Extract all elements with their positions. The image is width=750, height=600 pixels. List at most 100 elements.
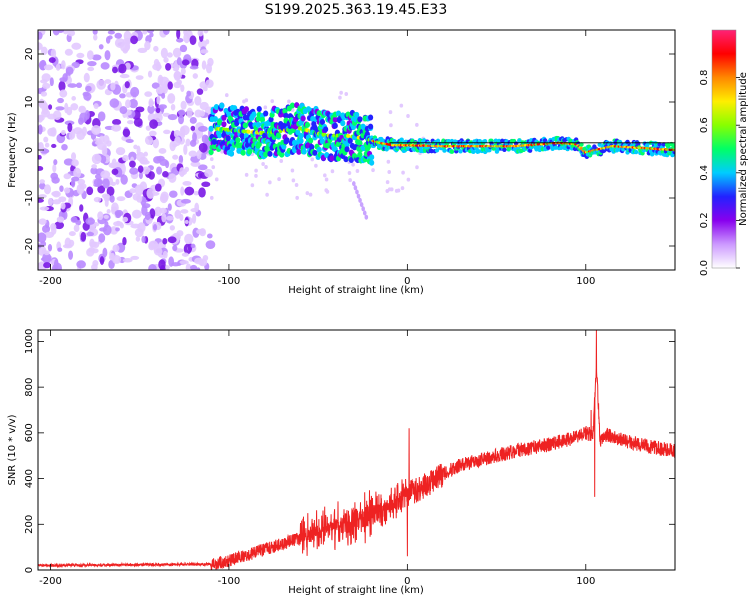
noise-cell (148, 130, 157, 137)
noise-cell (268, 180, 272, 185)
y-tick-label: 0 (24, 567, 35, 573)
noise-cell (59, 77, 68, 82)
noise-cell (144, 91, 153, 97)
noise-cell (49, 77, 54, 87)
noise-cell (183, 32, 191, 44)
noise-cell (129, 167, 139, 175)
ridge-core-cell (246, 129, 251, 134)
noise-cell (71, 42, 82, 50)
noise-cell (198, 187, 206, 198)
noise-cell (70, 152, 77, 161)
noise-cell (159, 193, 168, 204)
y-tick-label: -10 (24, 190, 35, 206)
noise-cell (134, 228, 144, 238)
noise-cell (99, 155, 107, 164)
noise-cell (91, 153, 102, 165)
noise-cell (38, 194, 47, 199)
noise-cell (60, 202, 66, 210)
noise-cell (116, 196, 126, 202)
noise-cell (190, 125, 196, 131)
noise-cell (152, 224, 158, 231)
noise-cell (153, 45, 159, 52)
noise-cell (59, 185, 64, 192)
noise-cell (87, 66, 95, 72)
noise-cell (56, 216, 65, 223)
noise-cell (58, 80, 66, 92)
ridge-cell (217, 119, 223, 126)
ridge-cell (471, 149, 476, 155)
noise-cell (38, 141, 44, 152)
noise-cell (202, 86, 208, 92)
noise-cell (176, 30, 181, 40)
ridge-cell (476, 149, 481, 154)
noise-cell (76, 82, 83, 89)
noise-cell (294, 183, 299, 188)
noise-cell (415, 122, 419, 127)
noise-cell (38, 232, 47, 243)
noise-cell (201, 134, 209, 144)
noise-cell (277, 177, 281, 182)
colorbar-tick-label: 0.2 (699, 212, 710, 228)
noise-cell (314, 163, 318, 168)
noise-cell (338, 95, 342, 100)
noise-cell (146, 187, 155, 199)
ridge-cell (298, 137, 304, 144)
noise-cell (124, 43, 131, 51)
noise-cell (396, 188, 401, 193)
noise-cell (261, 161, 265, 166)
noise-cell (41, 104, 49, 115)
snr-frame (37, 329, 676, 571)
noise-cell (86, 231, 94, 237)
noise-cell (156, 166, 163, 175)
ridge-cell (282, 108, 288, 115)
noise-cell (119, 73, 130, 79)
noise-cell (415, 165, 419, 170)
noise-cell (57, 30, 65, 33)
noise-cell (389, 123, 393, 128)
noise-cell (242, 99, 246, 104)
ridge-cell (221, 121, 227, 128)
noise-cell (165, 63, 172, 71)
noise-cell (38, 155, 42, 160)
noise-cell (48, 57, 56, 64)
noise-cell (97, 211, 104, 221)
noise-cell (67, 30, 76, 37)
noise-cell (305, 191, 310, 196)
noise-cell (128, 98, 138, 109)
noise-cell (201, 60, 207, 70)
noise-cell (166, 52, 173, 58)
noise-cell (73, 224, 80, 233)
ridge-cell (228, 150, 235, 157)
noise-cell (197, 164, 208, 171)
noise-cell (168, 173, 177, 183)
noise-cell (206, 233, 213, 239)
noise-cell (43, 64, 54, 71)
noise-cell (348, 178, 352, 183)
noise-cell (63, 187, 71, 194)
noise-cell (144, 211, 151, 221)
noise-cell (263, 105, 268, 110)
noise-cell (290, 168, 295, 173)
ridge-cell (343, 156, 349, 163)
ridge-cell (671, 143, 675, 148)
noise-cell (53, 159, 58, 166)
noise-cell (85, 85, 92, 92)
noise-cell (172, 47, 182, 58)
noise-cell (162, 250, 168, 259)
ridge-cell (225, 135, 231, 142)
noise-cell (86, 186, 94, 196)
noise-cell (133, 117, 143, 127)
noise-cell (178, 114, 184, 125)
ridge-cell (267, 150, 273, 157)
ridge-cell (312, 149, 318, 156)
noise-cell (109, 252, 115, 258)
ridge-cell (434, 148, 440, 153)
noise-cell (62, 243, 73, 249)
noise-cell (102, 178, 110, 189)
colorbar-frame (711, 29, 737, 269)
noise-cell (125, 138, 134, 143)
noise-cell (43, 250, 50, 256)
colorbar-tick-label: 0.0 (699, 260, 710, 276)
